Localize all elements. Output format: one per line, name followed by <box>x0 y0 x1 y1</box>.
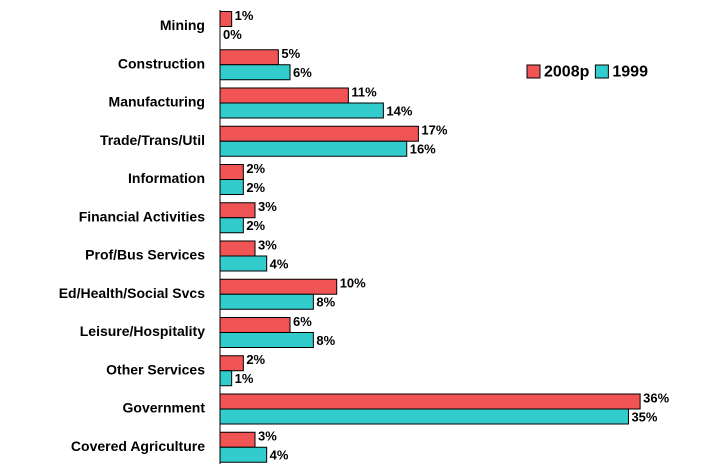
bar <box>219 102 384 119</box>
category-label: Manufacturing <box>109 94 205 110</box>
value-label: 4% <box>270 256 289 271</box>
legend-label: 2008p <box>544 64 590 81</box>
bar <box>219 293 314 310</box>
value-label: 16% <box>410 142 436 157</box>
category-label: Financial Activities <box>79 208 206 224</box>
bar <box>219 11 233 27</box>
bar <box>219 408 629 425</box>
category-label: Prof/Bus Services <box>85 247 205 263</box>
value-label: 5% <box>281 46 300 61</box>
bar <box>219 179 244 195</box>
bar <box>219 278 338 295</box>
category-label: Construction <box>118 55 205 71</box>
bar <box>219 446 268 463</box>
bar <box>219 125 419 142</box>
category-label: Government <box>123 400 206 416</box>
bar <box>219 49 279 66</box>
legend-label: 1999 <box>612 64 648 81</box>
bar <box>219 164 244 180</box>
value-label: 3% <box>258 429 277 444</box>
value-label: 2% <box>246 352 265 367</box>
category-label: Information <box>128 170 205 186</box>
bar <box>219 431 256 448</box>
category-label: Ed/Health/Social Svcs <box>59 285 205 301</box>
category-label: Leisure/Hospitality <box>80 323 205 339</box>
value-label: 2% <box>246 218 265 233</box>
value-label: 4% <box>270 448 289 463</box>
value-label: 36% <box>643 390 669 405</box>
bar <box>219 140 408 157</box>
value-label: 35% <box>631 409 657 424</box>
bar <box>219 332 314 348</box>
category-label: Other Services <box>106 361 205 377</box>
legend-swatch <box>526 64 541 79</box>
value-label: 11% <box>351 84 377 99</box>
bar <box>219 217 244 234</box>
category-label: Trade/Trans/Util <box>100 132 205 148</box>
bar <box>219 202 256 219</box>
category-label: Covered Agriculture <box>71 438 205 454</box>
value-label: 1% <box>235 8 254 23</box>
value-label: 6% <box>293 314 312 329</box>
value-label: 8% <box>316 333 335 348</box>
bar <box>219 393 641 410</box>
bar <box>219 240 256 257</box>
bar <box>219 255 268 272</box>
bar <box>219 355 244 372</box>
value-label: 14% <box>386 103 412 118</box>
value-label: 2% <box>246 180 265 195</box>
value-label: 2% <box>246 161 265 176</box>
value-label: 8% <box>316 295 335 310</box>
value-label: 3% <box>258 199 277 214</box>
bar <box>219 370 233 387</box>
value-label: 17% <box>421 123 447 138</box>
bar <box>219 87 349 104</box>
value-label: 1% <box>235 371 254 386</box>
category-label: Mining <box>160 17 205 33</box>
value-label: 0% <box>223 27 242 42</box>
bar <box>219 317 291 333</box>
value-label: 6% <box>293 65 312 80</box>
value-label: 10% <box>340 276 366 291</box>
legend-swatch <box>594 64 609 79</box>
value-label: 3% <box>258 237 277 252</box>
bar <box>219 64 291 81</box>
